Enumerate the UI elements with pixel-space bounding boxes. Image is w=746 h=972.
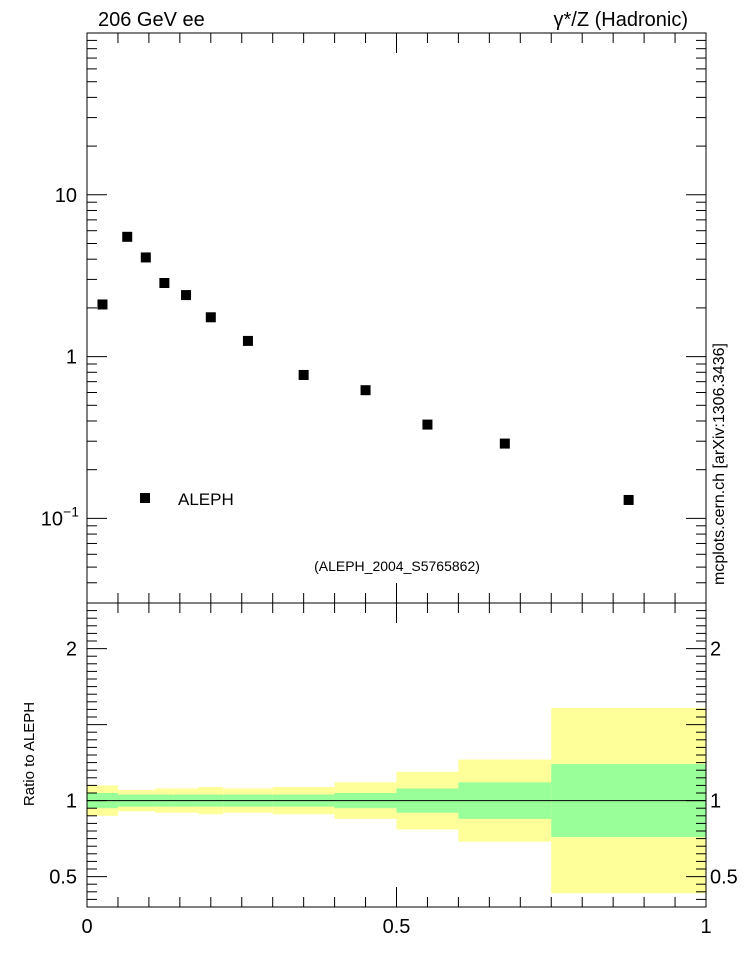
main-frame-border xyxy=(86,32,707,604)
ratio-ylabel: Ratio to ALEPH xyxy=(21,702,38,806)
data-point-aleph xyxy=(140,252,151,263)
analysis-tag: (ALEPH_2004_S5765862) xyxy=(314,558,480,574)
ratio-ytick-label-right: 0.5 xyxy=(710,867,738,889)
ratio-xtick-label: 0.5 xyxy=(383,916,411,938)
ratio-xtick-label: 0 xyxy=(81,916,92,938)
main-ytick-label-base: 10 xyxy=(41,508,63,530)
ratio-xtick-label: 1 xyxy=(700,916,711,938)
data-point-aleph xyxy=(159,278,170,289)
main-ytick-label: 10 xyxy=(55,185,77,207)
ratio-ytick-label-right: 1 xyxy=(710,791,721,813)
legend-label-aleph: ALEPH xyxy=(178,490,234,509)
ratio-ytick-label-left: 1 xyxy=(66,791,77,813)
data-point-aleph xyxy=(242,335,253,346)
data-point-aleph xyxy=(122,231,133,242)
watermark: mcplots.cern.ch [arXiv:1306.3436] xyxy=(711,343,728,585)
legend: ALEPH xyxy=(140,490,234,509)
data-point-aleph xyxy=(181,290,192,301)
legend-marker-aleph xyxy=(140,493,150,503)
data-point-aleph xyxy=(623,494,634,505)
main-ytick-label: 10−1 xyxy=(41,503,79,530)
data-point-aleph xyxy=(422,419,433,430)
header-right-label: γ*/Z (Hadronic) xyxy=(554,9,688,31)
data-point-aleph xyxy=(499,438,510,449)
main-ytick-label: 1 xyxy=(66,347,77,369)
ratio-ytick-label-left: 2 xyxy=(66,639,77,661)
ratio-ytick-label-left: 0.5 xyxy=(49,867,77,889)
data-point-aleph xyxy=(205,312,216,323)
data-point-aleph xyxy=(360,385,371,396)
ratio-plot: 0.5 0.5 1 1 2 2 0 0.5 1 xyxy=(49,602,738,938)
ratio-ytick-label-right: 2 xyxy=(710,639,721,661)
data-point-aleph xyxy=(97,299,108,310)
header-left-label: 206 GeV ee xyxy=(98,9,205,31)
data-point-aleph xyxy=(298,369,309,380)
main-ytick-label-exponent: −1 xyxy=(63,503,79,519)
